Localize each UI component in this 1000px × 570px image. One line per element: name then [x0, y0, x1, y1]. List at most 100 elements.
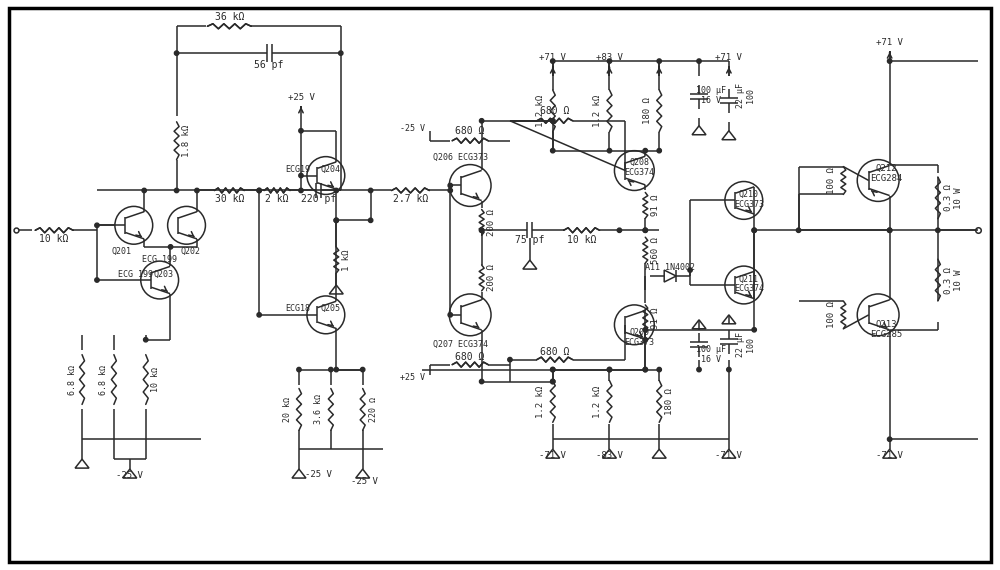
- Circle shape: [551, 380, 555, 384]
- Circle shape: [607, 59, 612, 63]
- Text: 100 Ω: 100 Ω: [827, 167, 836, 194]
- Text: -25 V: -25 V: [305, 470, 332, 479]
- Text: Q207 ECG374: Q207 ECG374: [433, 340, 488, 349]
- Circle shape: [643, 328, 647, 332]
- Circle shape: [368, 218, 373, 222]
- Text: +83 V: +83 V: [596, 53, 623, 62]
- Text: 6.8 kΩ: 6.8 kΩ: [99, 365, 108, 394]
- Circle shape: [607, 148, 612, 153]
- Text: -71 V: -71 V: [876, 451, 903, 460]
- Text: Q201: Q201: [112, 247, 132, 256]
- Text: 100 Ω: 100 Ω: [827, 302, 836, 328]
- Circle shape: [551, 380, 555, 384]
- Circle shape: [174, 188, 179, 193]
- Circle shape: [643, 148, 647, 153]
- Circle shape: [688, 268, 692, 272]
- Circle shape: [643, 368, 647, 372]
- Text: Q205: Q205: [321, 304, 341, 314]
- Text: 1.2 kΩ: 1.2 kΩ: [536, 385, 545, 418]
- Text: -71 V: -71 V: [539, 451, 566, 460]
- Circle shape: [887, 228, 892, 233]
- Circle shape: [299, 188, 303, 193]
- Circle shape: [508, 357, 512, 362]
- Circle shape: [329, 368, 333, 372]
- Circle shape: [657, 368, 661, 372]
- Circle shape: [887, 228, 892, 233]
- Circle shape: [334, 188, 338, 193]
- Text: ECG373: ECG373: [624, 338, 654, 347]
- Text: -83 V: -83 V: [596, 451, 623, 460]
- Circle shape: [174, 51, 179, 55]
- Text: A11 1N4002: A11 1N4002: [645, 263, 695, 271]
- Text: ECG284: ECG284: [870, 174, 902, 183]
- Circle shape: [551, 368, 555, 372]
- Circle shape: [697, 59, 701, 63]
- Circle shape: [796, 228, 801, 233]
- Circle shape: [334, 368, 338, 372]
- Text: 16 V: 16 V: [701, 355, 721, 364]
- Text: Q208: Q208: [629, 158, 649, 167]
- Circle shape: [643, 368, 647, 372]
- Text: 3.6 kΩ: 3.6 kΩ: [314, 394, 323, 425]
- Text: 680 Ω: 680 Ω: [540, 347, 569, 357]
- Text: -25 V: -25 V: [116, 471, 143, 480]
- Text: ECG 199: ECG 199: [118, 270, 153, 279]
- Text: 220 Ω: 220 Ω: [369, 397, 378, 422]
- Text: 200 Ω: 200 Ω: [487, 264, 496, 291]
- Text: +71 V: +71 V: [539, 53, 566, 62]
- Circle shape: [339, 51, 343, 55]
- Text: 180 Ω: 180 Ω: [643, 97, 652, 124]
- Text: +71 V: +71 V: [715, 53, 742, 62]
- Text: 91 Ω: 91 Ω: [651, 194, 660, 216]
- Circle shape: [752, 328, 756, 332]
- Circle shape: [448, 313, 452, 317]
- Circle shape: [617, 228, 622, 233]
- Text: 200 Ω: 200 Ω: [487, 209, 496, 236]
- Circle shape: [643, 337, 647, 342]
- Text: Q212: Q212: [875, 164, 897, 173]
- Text: 10 W: 10 W: [954, 270, 963, 291]
- Text: -25 V: -25 V: [351, 477, 378, 486]
- Text: 0.3 Ω: 0.3 Ω: [944, 267, 953, 294]
- Circle shape: [551, 368, 555, 372]
- Text: 1.2 kΩ: 1.2 kΩ: [593, 385, 602, 418]
- Text: ECG285: ECG285: [870, 330, 902, 339]
- Text: 75 pf: 75 pf: [515, 235, 545, 245]
- Circle shape: [697, 368, 701, 372]
- Text: Q211: Q211: [739, 275, 759, 283]
- Text: 1 kΩ: 1 kΩ: [342, 249, 351, 271]
- Text: 100: 100: [746, 88, 755, 103]
- Text: Q213: Q213: [875, 320, 897, 329]
- Text: 91 Ω: 91 Ω: [651, 307, 660, 328]
- Circle shape: [95, 223, 99, 227]
- Text: ECG19: ECG19: [285, 165, 310, 174]
- Text: 560 Ω: 560 Ω: [651, 237, 660, 263]
- Text: +25 V: +25 V: [288, 93, 314, 102]
- Circle shape: [299, 173, 303, 178]
- Circle shape: [479, 380, 484, 384]
- Circle shape: [142, 188, 146, 193]
- Text: ECG 199: ECG 199: [142, 255, 177, 264]
- Circle shape: [752, 228, 756, 233]
- Text: 56 pf: 56 pf: [254, 60, 284, 70]
- Text: 180 Ω: 180 Ω: [665, 388, 674, 415]
- Circle shape: [657, 59, 661, 63]
- Text: -71 V: -71 V: [715, 451, 742, 460]
- Text: 30 kΩ: 30 kΩ: [215, 194, 244, 205]
- Circle shape: [195, 188, 199, 193]
- Text: 2 kΩ: 2 kΩ: [265, 194, 289, 205]
- Text: 220 pf: 220 pf: [301, 194, 337, 205]
- Text: 10 W: 10 W: [954, 187, 963, 209]
- Text: 10 kΩ: 10 kΩ: [567, 235, 596, 245]
- Circle shape: [551, 119, 555, 123]
- Text: Q204: Q204: [321, 165, 341, 174]
- Circle shape: [479, 228, 484, 233]
- Text: 20 kΩ: 20 kΩ: [283, 397, 292, 422]
- Text: 680 Ω: 680 Ω: [455, 352, 485, 361]
- Circle shape: [551, 119, 555, 123]
- Circle shape: [607, 368, 612, 372]
- Text: 10 kΩ: 10 kΩ: [39, 234, 69, 244]
- Text: +71 V: +71 V: [876, 38, 903, 47]
- Circle shape: [168, 245, 173, 249]
- Circle shape: [334, 218, 338, 222]
